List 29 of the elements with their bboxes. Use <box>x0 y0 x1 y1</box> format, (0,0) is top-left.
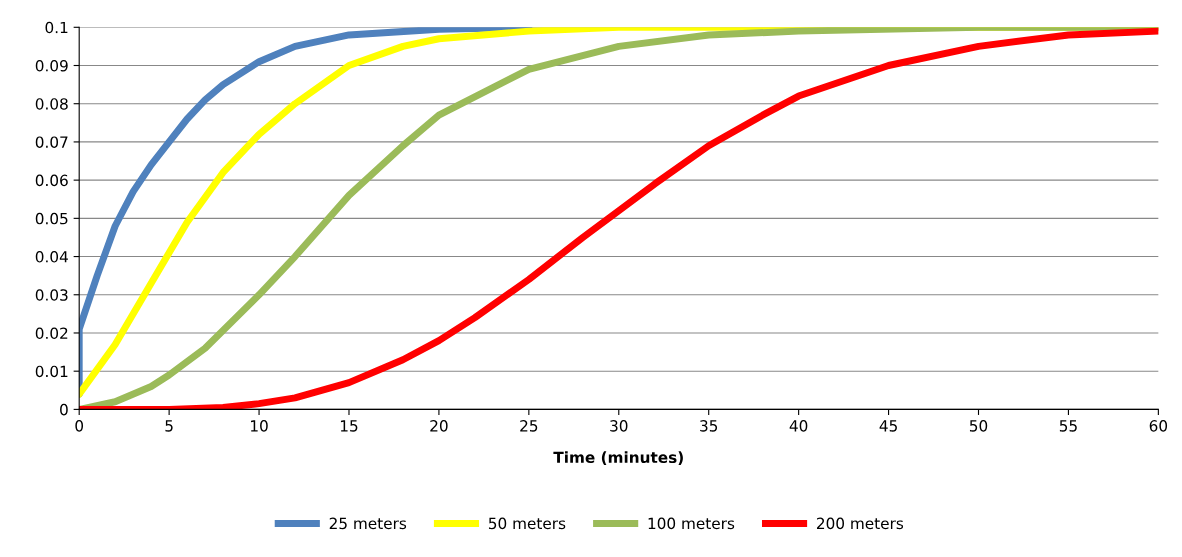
x-tick-label: 15 <box>340 420 358 432</box>
y-tick-label: 0.07 <box>35 136 68 148</box>
y-tick-label: 0.06 <box>35 174 68 187</box>
legend-label: 200 meters <box>816 517 904 530</box>
x-tick-label: 30 <box>610 420 628 432</box>
x-tick-label: 50 <box>969 420 988 432</box>
x-tick-label: 40 <box>789 420 808 432</box>
x-tick-label: 35 <box>700 420 718 432</box>
x-tick-label: 10 <box>251 420 268 432</box>
y-tick-label: 0.04 <box>35 251 68 263</box>
x-axis-title: Time (minutes) <box>553 451 683 465</box>
y-tick-label: 0.09 <box>35 59 68 72</box>
y-tick-label: 0.08 <box>35 98 68 110</box>
y-tick-label: 0.05 <box>35 212 68 225</box>
y-tick-label: 0.02 <box>35 327 68 339</box>
x-tick-label: 0 <box>75 420 84 432</box>
x-tick-label: 25 <box>520 420 538 432</box>
legend-label: 50 meters <box>488 517 566 530</box>
y-tick-label: 0 <box>60 403 68 416</box>
legend-label: 25 meters <box>329 517 407 530</box>
y-tick-label: 0.03 <box>35 289 68 301</box>
x-tick-label: 5 <box>165 420 173 432</box>
x-tick-label: 20 <box>430 420 448 432</box>
legend-label: 100 meters <box>648 517 735 530</box>
y-tick-label: 0.1 <box>45 21 68 34</box>
x-tick-label: 45 <box>879 420 897 432</box>
y-tick-label: 0.01 <box>35 365 68 378</box>
x-tick-label: 60 <box>1149 420 1168 432</box>
x-tick-label: 55 <box>1059 420 1077 432</box>
